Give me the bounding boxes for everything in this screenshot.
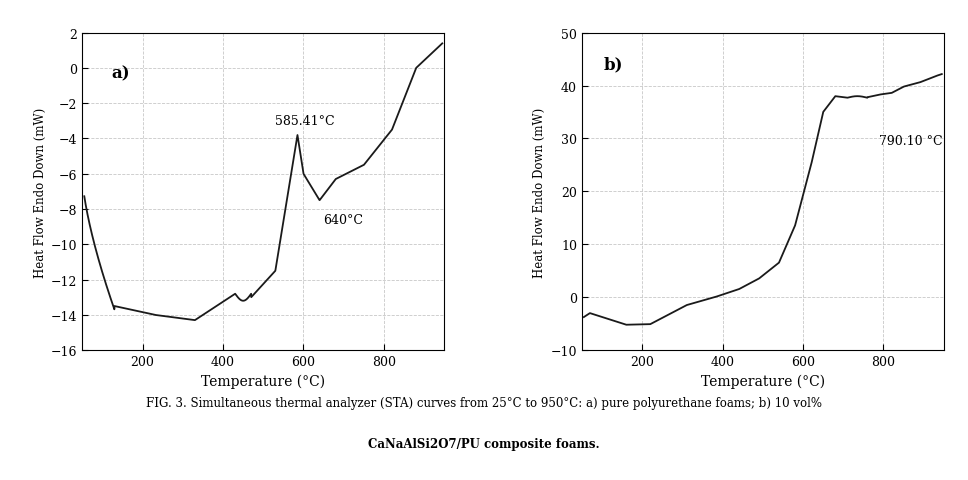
Text: 585.41°C: 585.41°C bbox=[275, 115, 335, 128]
Text: FIG. 3. Simultaneous thermal analyzer (STA) curves from 25°C to 950°C: a) pure p: FIG. 3. Simultaneous thermal analyzer (S… bbox=[146, 396, 822, 409]
Y-axis label: Heat Flow Endo Down (mW): Heat Flow Endo Down (mW) bbox=[34, 107, 46, 277]
Text: CaNaAlSi2O7/PU composite foams.: CaNaAlSi2O7/PU composite foams. bbox=[368, 437, 600, 450]
Y-axis label: Heat Flow Endo Down (mW): Heat Flow Endo Down (mW) bbox=[533, 107, 546, 277]
Text: a): a) bbox=[111, 65, 130, 82]
Text: b): b) bbox=[603, 56, 623, 73]
Text: 640°C: 640°C bbox=[322, 214, 363, 227]
X-axis label: Temperature (°C): Temperature (°C) bbox=[701, 374, 825, 388]
X-axis label: Temperature (°C): Temperature (°C) bbox=[201, 374, 325, 388]
Text: 790.10 °C: 790.10 °C bbox=[880, 134, 943, 147]
